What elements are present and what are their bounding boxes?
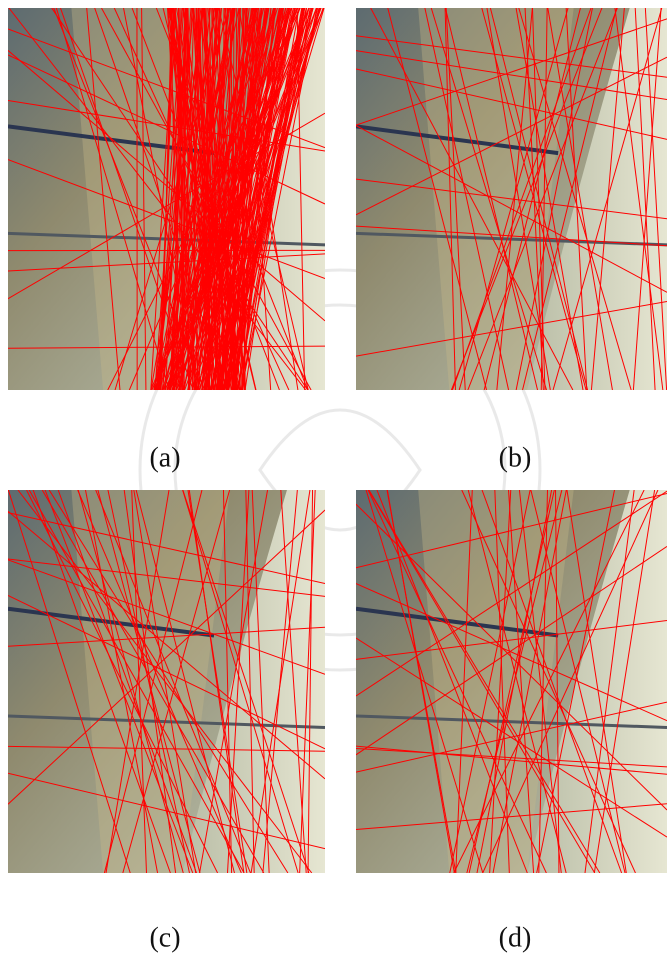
- photo: [356, 490, 667, 873]
- panel-label: (c): [149, 922, 180, 953]
- photo-panel: [8, 490, 325, 873]
- photo: [8, 490, 325, 873]
- panel-label: (d): [499, 922, 532, 953]
- photo-panel: [356, 8, 667, 390]
- panel-label: (a): [149, 442, 180, 473]
- photo: [356, 8, 667, 390]
- photo-panel: [356, 490, 667, 873]
- panel-label: (b): [499, 442, 532, 473]
- photo: [8, 8, 325, 390]
- photo-panel: [8, 8, 325, 390]
- figure: (a) (b) (c) (d): [0, 0, 667, 962]
- panels: [8, 8, 667, 873]
